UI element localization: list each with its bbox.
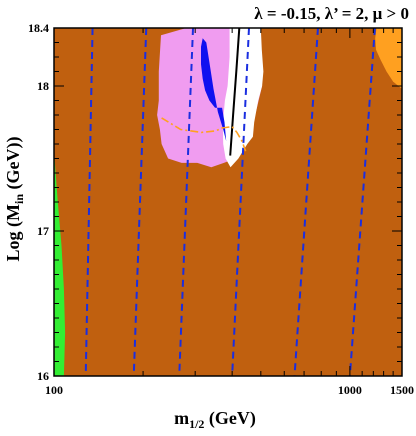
x-axis-title: m1/2 (GeV)	[174, 408, 256, 431]
y-axis-title-main: Log (M	[3, 204, 24, 262]
y-tick-label: 17	[37, 224, 49, 238]
x-tick-label: 1500	[390, 383, 414, 397]
y-tick-label: 18.4	[28, 21, 49, 35]
y-tick-label: 16	[37, 369, 49, 383]
x-axis-title-sub: 1/2	[189, 417, 204, 431]
dashed-line-1	[84, 27, 94, 377]
lines-layer	[84, 27, 376, 377]
dashed-line-2	[132, 27, 148, 377]
x-tick-label: 1000	[338, 383, 362, 397]
y-axis-title-unit: (GeV))	[3, 137, 24, 194]
y-tick-label: 18	[37, 79, 49, 93]
x-axis-title-unit: (GeV)	[204, 408, 255, 429]
green-region	[54, 151, 66, 376]
chart-title: λ = -0.15, λ’ = 2, μ > 0	[254, 4, 409, 23]
x-axis-title-main: m	[174, 408, 189, 428]
dashdot-line	[161, 117, 247, 152]
ticks-layer: 100 1000 1500 16 17 18 18.4	[28, 21, 414, 397]
y-axis-title-sub: in	[12, 194, 26, 204]
y-axis-title: Log (Min (GeV))	[3, 137, 26, 262]
solid-boundary-line	[229, 27, 241, 156]
dashed-line-3	[178, 27, 195, 377]
x-tick-label: 100	[45, 383, 63, 397]
orange-region	[375, 28, 402, 89]
blue-region	[201, 38, 227, 142]
regions-layer	[54, 28, 402, 376]
dashed-line-4	[231, 27, 250, 377]
white-region	[222, 28, 264, 168]
dashed-line-5	[293, 27, 319, 377]
dashed-line-6	[348, 27, 376, 377]
